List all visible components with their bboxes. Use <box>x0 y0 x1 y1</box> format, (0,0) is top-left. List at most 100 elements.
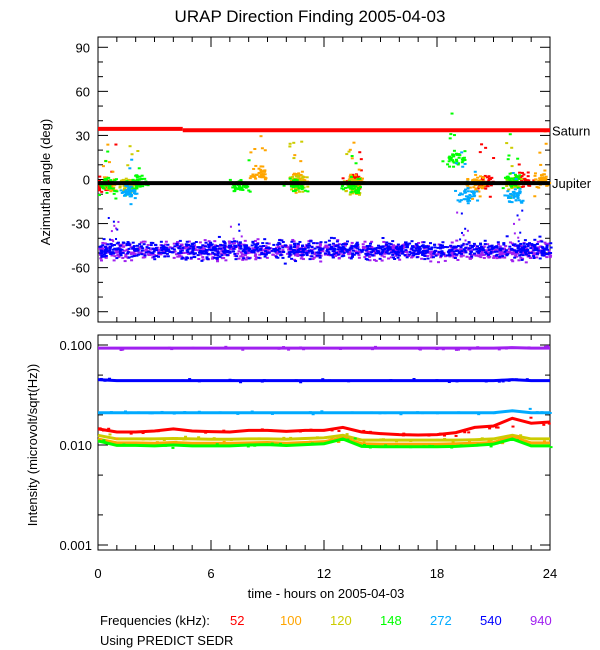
point-540 <box>308 250 312 253</box>
point-540 <box>232 247 236 250</box>
point-940 <box>101 241 105 244</box>
point-272 <box>511 171 515 174</box>
point-940 <box>470 256 474 259</box>
point-540 <box>386 249 390 252</box>
point-940 <box>473 244 477 247</box>
point-540 <box>281 246 285 249</box>
point-100 <box>109 185 113 188</box>
point-148 <box>245 185 249 188</box>
point-540 <box>170 247 174 250</box>
point-540 <box>315 242 319 245</box>
point-148 <box>507 176 511 179</box>
point-540 <box>526 243 530 246</box>
intensity-point-940 <box>546 345 550 348</box>
point-148 <box>240 188 244 191</box>
intensity-point-272 <box>150 412 154 415</box>
point-540 <box>236 240 239 243</box>
point-52 <box>358 151 362 154</box>
intensity-point-540 <box>228 378 232 381</box>
point-940 <box>216 260 220 263</box>
point-540 <box>131 241 135 244</box>
point-100 <box>264 177 268 180</box>
point-540 <box>245 244 249 247</box>
point-940 <box>113 255 117 258</box>
point-940 <box>335 253 339 256</box>
point-100 <box>294 191 298 194</box>
point-540 <box>168 251 172 254</box>
point-540 <box>153 258 157 261</box>
point-540 <box>415 256 419 259</box>
point-52 <box>518 171 522 174</box>
intensity-point-52 <box>362 429 366 432</box>
point-540 <box>471 245 475 248</box>
chart-title: URAP Direction Finding 2005-04-03 <box>175 7 446 26</box>
intensity-point-148 <box>310 442 314 445</box>
point-540 <box>160 249 164 252</box>
point-940 <box>176 255 180 258</box>
point-540 <box>517 244 521 247</box>
point-540 <box>416 246 420 249</box>
point-148 <box>448 165 452 168</box>
point-940 <box>251 247 255 250</box>
point-540 <box>126 251 130 254</box>
point-148 <box>518 174 522 177</box>
point-940 <box>326 246 330 249</box>
point-540 <box>345 243 349 246</box>
point-940 <box>295 252 299 255</box>
point-540 <box>296 251 300 254</box>
point-100 <box>539 176 543 179</box>
point-272 <box>466 200 470 203</box>
intensity-point-540 <box>518 379 522 382</box>
point-148 <box>509 184 513 187</box>
point-100 <box>259 135 263 138</box>
point-940 <box>517 259 521 262</box>
point-272 <box>464 191 468 194</box>
point-540 <box>189 245 193 248</box>
intensity-point-52 <box>222 429 226 432</box>
point-540 <box>526 249 530 252</box>
point-540 <box>135 247 139 250</box>
point-540 <box>329 236 333 239</box>
point-940 <box>436 253 440 256</box>
point-540 <box>403 241 407 244</box>
point-540 <box>140 245 144 248</box>
y-tick-label: 0.001 <box>59 538 92 553</box>
point-148 <box>357 188 361 191</box>
point-540 <box>294 251 298 254</box>
point-540 <box>143 254 147 257</box>
point-540 <box>111 251 115 254</box>
point-940 <box>363 240 367 243</box>
point-540 <box>209 241 213 244</box>
point-120 <box>297 179 301 182</box>
point-540 <box>239 247 243 250</box>
intensity-point-940 <box>282 346 286 349</box>
intensity-point-120 <box>141 438 145 441</box>
intensity-point-100 <box>484 441 488 444</box>
point-540 <box>235 244 238 247</box>
point-540 <box>196 254 200 257</box>
point-540 <box>216 250 220 253</box>
point-540 <box>477 249 481 252</box>
point-540 <box>200 250 204 253</box>
intensity-point-148 <box>156 444 160 447</box>
point-148 <box>291 190 295 193</box>
point-120 <box>296 174 300 177</box>
point-272 <box>503 194 507 197</box>
point-940 <box>417 241 421 244</box>
point-540 <box>211 247 215 250</box>
point-540 <box>157 255 161 258</box>
point-100 <box>249 175 253 178</box>
point-540 <box>465 243 469 246</box>
point-540 <box>456 244 460 247</box>
intensity-point-540 <box>412 378 416 381</box>
point-540 <box>417 251 421 254</box>
point-940 <box>214 244 218 247</box>
point-540 <box>213 249 217 252</box>
point-540 <box>305 244 309 247</box>
intensity-point-148 <box>384 444 388 447</box>
point-540 <box>291 249 295 252</box>
point-540 <box>505 253 509 256</box>
point-540 <box>368 244 372 247</box>
point-272 <box>475 190 479 193</box>
point-540 <box>366 252 370 255</box>
